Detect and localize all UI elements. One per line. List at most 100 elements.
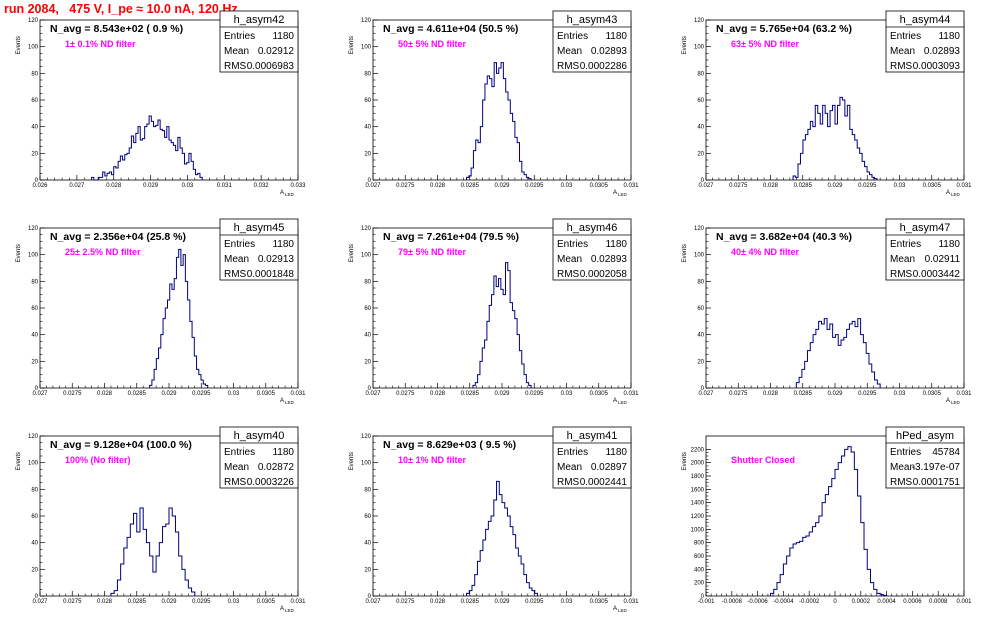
y-tick-label: 100: [28, 461, 39, 467]
panel-h_asym41: 0.027 0.0275 0.028 0.0285 0.029 0.0295 0.03 0.0…: [349, 426, 639, 613]
x-tick-label: -0.0006: [747, 599, 768, 605]
x-tick-label: 0.028: [430, 183, 446, 189]
x-tick-label: 0.0285: [461, 599, 480, 605]
stats-entries-label: Entries: [890, 447, 921, 458]
y-tick-label: 80: [31, 487, 38, 493]
y-tick-label: 60: [31, 514, 38, 520]
stats-rms-label: RMS: [557, 269, 580, 280]
stats-entries-value: 1180: [605, 31, 627, 42]
stats-box: [552, 426, 632, 489]
stats-entries-value: 1180: [605, 239, 627, 250]
y-tick-label: 80: [31, 71, 38, 77]
x-tick-label: 0.029: [494, 391, 510, 397]
y-tick-label: 80: [697, 279, 704, 285]
y-tick-label: 100: [28, 45, 39, 51]
filter-label: Shutter Closed: [731, 455, 795, 465]
annotation-box: [378, 22, 528, 36]
stats-mean-label: Mean: [224, 462, 249, 473]
x-tick-label: 0.0275: [396, 391, 415, 397]
x-tick-label: 0.029: [494, 183, 510, 189]
y-tick-label: 40: [364, 541, 371, 547]
histogram-line: [466, 62, 532, 180]
stats-mean-value: 0.02872: [258, 462, 295, 473]
x-tick-label: 0.031: [623, 183, 639, 189]
navg-label: N_avg = 8.629e+03 ( 9.5 %): [383, 439, 516, 451]
x-tick-label: 0.027: [69, 183, 85, 189]
stats-title: h_asym45: [234, 222, 285, 234]
y-tick-label: 60: [364, 306, 371, 312]
stats-title: h_asym40: [234, 430, 285, 442]
y-tick-label: 40: [697, 333, 704, 339]
stats-rms-value: 0.0001751: [913, 477, 961, 488]
x-axis-label: ALED: [280, 606, 295, 613]
stats-rms-label: RMS: [557, 61, 580, 72]
x-tick-label: 0.0004: [877, 599, 896, 605]
x-tick-label: 0.03: [894, 391, 906, 397]
stats-entries-label: Entries: [224, 31, 255, 42]
stats-title: hPed_asym: [896, 430, 954, 442]
stats-mean-label: Mean: [557, 254, 582, 265]
stats-rms-value: 0.0002058: [580, 269, 628, 280]
x-tick-label: 0.0305: [257, 599, 276, 605]
stats-box: [885, 10, 965, 73]
stats-mean-value: 0.02893: [591, 254, 628, 265]
x-tick-label: 0.0275: [63, 599, 82, 605]
histogram-line: [795, 318, 881, 388]
stats-box: [219, 10, 299, 73]
y-tick-label: 120: [361, 226, 372, 232]
x-tick-label: 0.033: [290, 183, 306, 189]
stats-entries-value: 1180: [938, 239, 960, 250]
filter-label: 63± 5% ND filter: [731, 39, 799, 49]
x-axis-label: ALED: [946, 190, 961, 197]
x-tick-label: 0.026: [32, 183, 48, 189]
y-tick-label: 100: [694, 253, 705, 259]
y-tick-label: 2200: [691, 447, 705, 453]
histogram-line: [472, 262, 532, 388]
y-tick-label: 120: [28, 226, 39, 232]
y-tick-label: 20: [31, 567, 38, 573]
x-tick-label: 0.029: [494, 599, 510, 605]
stats-box: [219, 426, 299, 489]
stats-box: [552, 10, 632, 73]
panel-h_asym44: 0.027 0.0275 0.028 0.0285 0.029 0.0295 0.03 0.0…: [682, 10, 972, 197]
stats-entries-value: 1180: [272, 31, 294, 42]
y-tick-label: 800: [694, 541, 705, 547]
y-axis-label: Events: [16, 36, 22, 54]
navg-label: N_avg = 4.611e+04 (50.5 %): [383, 23, 518, 35]
navg-label: N_avg = 8.543e+02 ( 0.9 %): [50, 23, 183, 35]
x-tick-label: 0.0305: [590, 599, 609, 605]
x-tick-label: 0.0305: [257, 391, 276, 397]
y-tick-label: 40: [364, 333, 371, 339]
navg-label: N_avg = 3.682e+04 (40.3 %): [716, 231, 852, 243]
annotation-box: [711, 22, 861, 36]
x-tick-label: 0.0295: [525, 599, 544, 605]
x-tick-label: 0.029: [827, 391, 843, 397]
x-tick-label: 0.027: [698, 183, 714, 189]
annotation-box: [45, 22, 195, 36]
panel-h_asym45: 0.027 0.0275 0.028 0.0285 0.029 0.0295 0.03 0.0…: [16, 218, 306, 405]
x-tick-label: 0.0275: [396, 183, 415, 189]
x-tick-label: 0.0285: [461, 391, 480, 397]
histogram-line: [149, 248, 209, 388]
x-tick-label: 0.0295: [525, 391, 544, 397]
y-tick-label: 0: [35, 178, 39, 184]
x-tick-label: 0.027: [32, 599, 48, 605]
y-tick-label: 40: [31, 125, 38, 131]
y-tick-label: 20: [697, 359, 704, 365]
y-axis-label: Events: [349, 244, 355, 262]
stats-box: [219, 218, 299, 281]
y-tick-label: 40: [31, 541, 38, 547]
y-tick-label: 100: [361, 461, 372, 467]
x-tick-label: 0.029: [161, 599, 177, 605]
stats-rms-value: 0.0003226: [247, 477, 295, 488]
x-tick-label: 0.027: [698, 391, 714, 397]
stats-title: h_asym46: [567, 222, 618, 234]
navg-label: N_avg = 9.128e+04 (100.0 %): [50, 439, 192, 451]
stats-title: h_asym42: [234, 14, 285, 26]
y-tick-label: 1000: [691, 527, 705, 533]
y-tick-label: 80: [364, 71, 371, 77]
x-tick-label: 0.027: [365, 391, 381, 397]
x-tick-label: 0.028: [97, 599, 113, 605]
stats-box: [885, 426, 965, 489]
y-tick-label: 0: [368, 178, 372, 184]
